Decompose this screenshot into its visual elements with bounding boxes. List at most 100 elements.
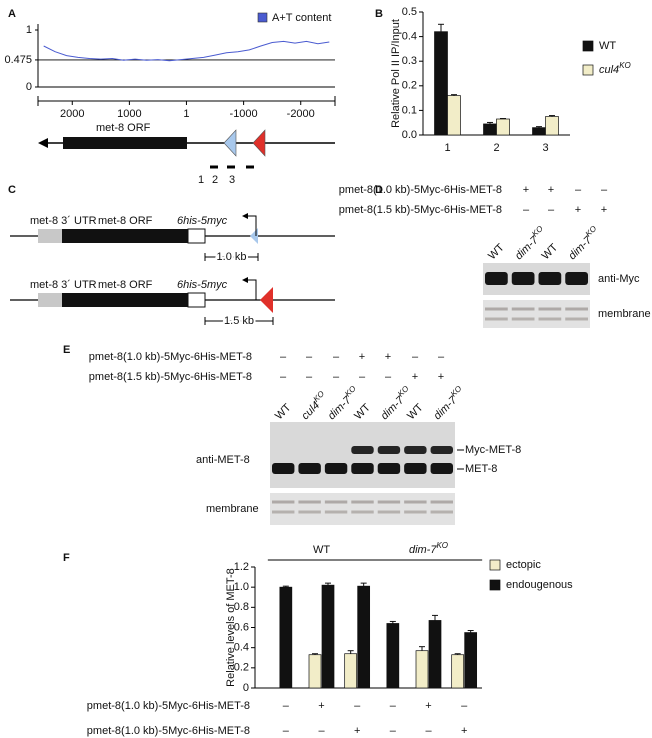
promoter-red: [252, 129, 266, 157]
condition-sign: –: [390, 700, 397, 712]
bar: [344, 653, 358, 689]
condition-sign: +: [523, 184, 529, 196]
condition-sign: –: [438, 351, 445, 363]
condition-sign: +: [575, 204, 581, 216]
bar: [428, 620, 442, 689]
x-tick-label: 2: [493, 142, 499, 154]
lane-label-text: dim-7: [566, 234, 595, 263]
panel-label: B: [375, 8, 383, 20]
condition-label: pmet-8(1.5 kb)-5Myc-6His-MET-8: [89, 371, 252, 383]
condition-sign: –: [280, 371, 287, 383]
condition-sign: +: [385, 351, 391, 363]
lane-label-text: dim-7: [513, 234, 542, 263]
lane-label: WT: [486, 241, 507, 262]
error-bar: [282, 585, 289, 588]
x-tick-label: 2000: [60, 108, 84, 120]
tag-label: 6his-5myc: [177, 215, 228, 227]
lane-label-text: WT: [486, 241, 507, 262]
panel-label: E: [63, 344, 70, 356]
blot-label: anti-MET-8: [196, 454, 250, 466]
y-tick-label: 1.2: [234, 561, 249, 573]
condition-sign: –: [385, 371, 392, 383]
error-bar: [347, 650, 354, 654]
band: [511, 272, 535, 285]
lane-label-text: WT: [273, 401, 294, 422]
orf-box: [63, 137, 187, 149]
fragment-label: 2: [212, 174, 218, 186]
condition-sign: –: [306, 351, 313, 363]
y-tick-label: 0.5: [402, 6, 417, 18]
band-label: MET-8: [465, 463, 497, 475]
condition-sign: +: [354, 725, 360, 737]
tss-arrowhead: [242, 213, 248, 219]
bar: [447, 95, 461, 136]
tag-label: 6his-5myc: [177, 279, 228, 291]
lane-label: cul4KO: [297, 389, 330, 422]
utr-box: [38, 229, 62, 243]
blot: [270, 422, 455, 488]
condition-sign: –: [354, 700, 361, 712]
legend-label-text: WT: [599, 40, 616, 52]
orf-box: [62, 293, 188, 307]
lane-label-text: WT: [540, 241, 561, 262]
bar: [415, 650, 429, 689]
y-tick-label: 0: [26, 81, 32, 93]
condition-sign: –: [306, 371, 313, 383]
band: [404, 463, 427, 474]
length-label: 1.5 kb: [224, 315, 254, 327]
condition-sign: –: [333, 371, 340, 383]
y-tick-label: 0.6: [234, 621, 249, 633]
lane-label-text: cul4: [299, 399, 322, 422]
error-bar: [549, 115, 555, 117]
bar: [279, 586, 293, 689]
panel-label: A: [8, 8, 16, 20]
band: [377, 446, 401, 454]
x-tick-label: -2000: [287, 108, 315, 120]
condition-sign: –: [425, 725, 432, 737]
bar: [496, 118, 510, 136]
band-label: Myc-MET-8: [465, 444, 521, 456]
condition-label: pmet-8(1.0 kb)-5Myc-6His-MET-8: [89, 351, 252, 363]
utr-box: [38, 293, 62, 307]
band: [430, 463, 453, 474]
bar: [451, 654, 465, 689]
tss-arrow: [246, 279, 257, 300]
blot-label: membrane: [598, 308, 651, 320]
band: [377, 463, 401, 474]
bar: [357, 585, 371, 689]
fragment-label: 1: [198, 174, 204, 186]
group-label: dim-7KO: [409, 541, 448, 556]
error-bar: [360, 582, 367, 587]
bar: [545, 116, 559, 136]
lane-label-text: dim-7: [431, 394, 460, 423]
y-tick-label: 0: [243, 682, 249, 694]
condition-sign: –: [412, 351, 419, 363]
x-tick-label: 1: [444, 142, 450, 154]
error-bar: [432, 614, 438, 621]
y-axis-label: Relative levels of MET-8: [225, 568, 237, 687]
error-bar: [536, 126, 542, 128]
length-label: 1.0 kb: [217, 251, 247, 263]
condition-label: pmet-8(1.0 kb)-5Myc-6His-MET-8: [339, 184, 502, 196]
group-label-text: WT: [313, 544, 330, 556]
condition-sign: –: [283, 725, 290, 737]
condition-sign: +: [425, 700, 431, 712]
tag-box: [187, 292, 206, 308]
error-bar: [312, 653, 318, 655]
legend-label-sup: KO: [619, 61, 631, 70]
lane-label: WT: [405, 401, 426, 422]
x-tick-label: 3: [542, 142, 548, 154]
line-series: [43, 40, 330, 62]
condition-sign: +: [601, 204, 607, 216]
legend-swatch: [582, 64, 594, 76]
y-tick-label: 0.0: [402, 129, 417, 141]
blot-label: membrane: [206, 503, 259, 515]
legend-label: cul4KO: [599, 61, 631, 76]
condition-sign: +: [461, 725, 467, 737]
y-tick-label: 0.4: [402, 31, 417, 43]
utr-label: met-8 3´ UTR: [30, 215, 97, 227]
group-label-sup: KO: [436, 541, 448, 550]
bar: [464, 632, 478, 689]
